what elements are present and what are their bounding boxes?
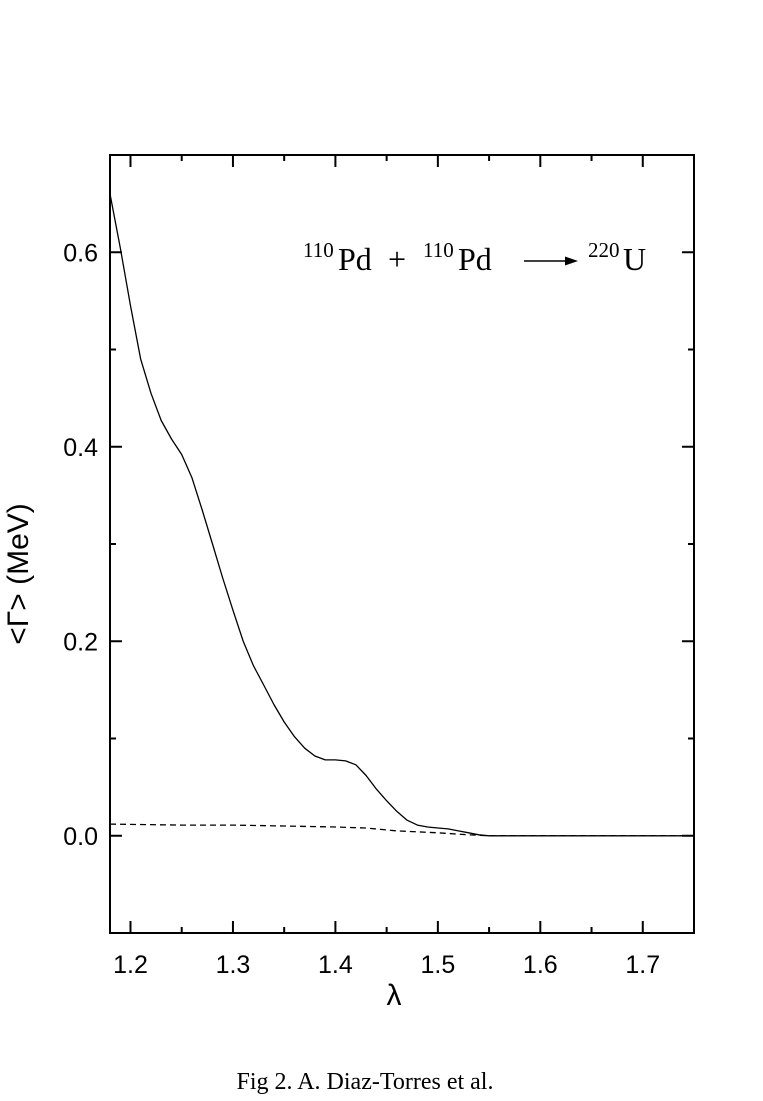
y-tick-label: 0.2: [63, 628, 98, 656]
x-tick-label: 1.7: [625, 951, 660, 979]
x-tick-label: 1.2: [113, 951, 148, 979]
y-axis-title: <Γ> (MeV): [2, 503, 35, 645]
arrow-icon: [524, 256, 578, 266]
y-tick-label: 0.4: [63, 434, 98, 462]
x-tick-label: 1.6: [523, 951, 558, 979]
annotation-element-3: U: [623, 241, 646, 277]
series-group: [109, 193, 694, 837]
y-tick-labels: 0.0 0.2 0.4 0.6: [63, 239, 98, 851]
annotation-sup-3: 220: [588, 238, 620, 262]
reaction-annotation: 110 Pd + 110 Pd 220 U: [303, 238, 646, 277]
figure-caption: Fig 2. A. Diaz-Torres et al.: [237, 1069, 494, 1095]
annotation-sup-1: 110: [303, 238, 334, 262]
x-tick-label: 1.5: [420, 951, 455, 979]
x-tick-labels: 1.2 1.3 1.4 1.5 1.6 1.7: [113, 951, 660, 979]
annotation-element-1: Pd: [338, 241, 372, 277]
series-line-solid: [109, 193, 694, 837]
y-tick-label: 0.0: [63, 823, 98, 851]
y-tick-label: 0.6: [63, 239, 98, 267]
x-tick-label: 1.4: [318, 951, 353, 979]
x-tick-label: 1.3: [216, 951, 251, 979]
annotation-plus: +: [388, 241, 406, 277]
series-line-dashed: [109, 823, 694, 837]
annotation-sup-2: 110: [423, 238, 454, 262]
x-axis-title: λ: [387, 979, 402, 1012]
annotation-element-2: Pd: [458, 241, 492, 277]
